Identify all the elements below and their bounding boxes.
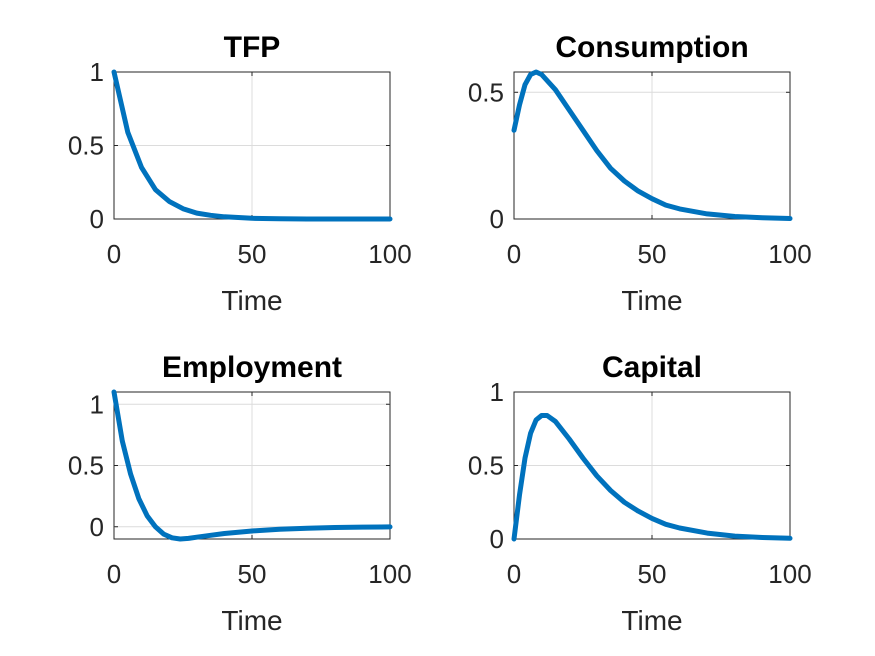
x-tick-label: 0 (107, 239, 121, 269)
y-tick-label: 1 (90, 57, 104, 87)
y-tick-label: 1 (490, 377, 504, 407)
y-tick-label: 0.5 (468, 77, 504, 107)
y-tick-label: 0.5 (68, 131, 104, 161)
y-tick-label: 0 (490, 524, 504, 554)
y-tick-label: 0 (90, 204, 104, 234)
y-tick-label: 0.5 (468, 451, 504, 481)
series-line (511, 69, 793, 221)
x-tick-label: 100 (768, 239, 811, 269)
x-tick-label: 0 (507, 239, 521, 269)
panel-consumption: Consumption Time 0 50 100 0 0.5 (468, 31, 812, 316)
panel-title: Capital (602, 351, 702, 384)
x-axis-label: Time (221, 605, 282, 636)
x-tick-label: 100 (368, 239, 411, 269)
x-tick-label: 50 (638, 559, 667, 589)
x-tick-label: 50 (238, 559, 267, 589)
x-tick-label: 50 (638, 239, 667, 269)
panel-title: TFP (224, 31, 281, 64)
x-tick-label: 50 (238, 239, 267, 269)
panel-employment: Employment Time 0 50 100 0 0.5 1 (68, 351, 412, 636)
x-tick-label: 100 (768, 559, 811, 589)
x-tick-label: 0 (507, 559, 521, 589)
panel-title: Employment (162, 351, 342, 384)
panel-tfp: TFP Time 0 50 100 0 0.5 1 (68, 31, 412, 316)
series-line (111, 69, 393, 222)
y-tick-label: 1 (90, 389, 104, 419)
y-tick-label: 0 (90, 512, 104, 542)
panel-capital: Capital Time 0 50 100 0 0.5 1 (468, 351, 812, 636)
series-line (111, 389, 393, 542)
x-tick-label: 0 (107, 559, 121, 589)
series-line (511, 413, 793, 542)
panel-title: Consumption (555, 31, 748, 64)
x-axis-label: Time (221, 285, 282, 316)
x-tick-label: 100 (368, 559, 411, 589)
y-tick-label: 0.5 (68, 451, 104, 481)
x-axis-label: Time (621, 605, 682, 636)
x-axis-label: Time (621, 285, 682, 316)
y-tick-label: 0 (490, 204, 504, 234)
